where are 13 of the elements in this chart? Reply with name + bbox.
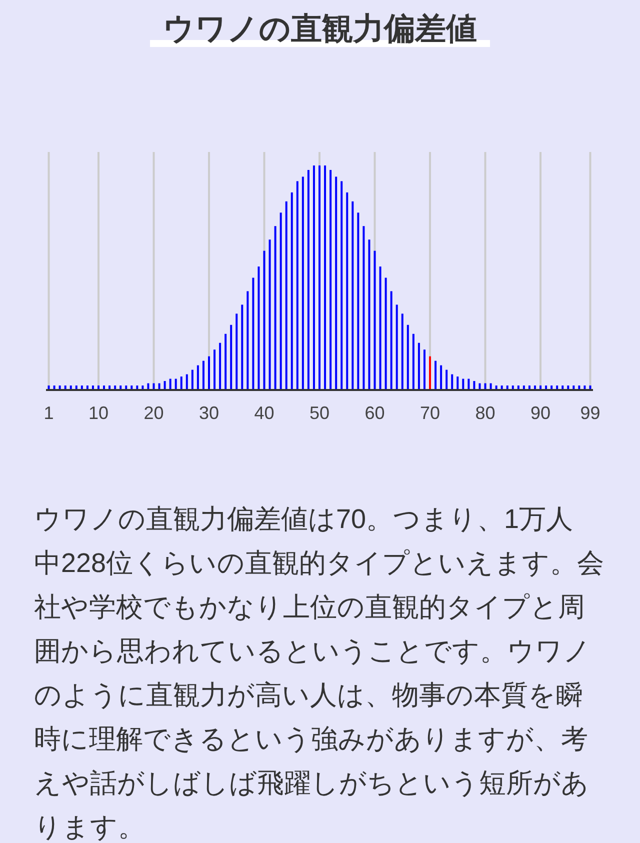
x-tick-label: 90 bbox=[530, 403, 551, 423]
x-tick-label: 60 bbox=[364, 403, 385, 423]
text: ウワノの直観力偏差値は70。つまり、1万人中228位くらいの直観的タイプといえます。会社や学校でもかなり上位の直観的タイプと周囲から思われているということです。ウワノのように直観力が高い人は、物事の本質を瞬時に理解できるという強みがありますが、考えや話がしばしば飛躍しがちという短所があります。 bbox=[34, 503, 606, 843]
x-tick-label: 80 bbox=[475, 403, 496, 423]
x-tick-label: 30 bbox=[198, 403, 220, 423]
x-tick-label: 1 bbox=[44, 403, 54, 423]
x-tick-label: 99 bbox=[580, 403, 600, 423]
x-tick-label: 20 bbox=[144, 403, 164, 423]
x-tick-label: 70 bbox=[420, 403, 440, 423]
chart-title: ウワノの直観力偏差値 bbox=[163, 11, 477, 46]
x-tick-label: 10 bbox=[88, 403, 109, 423]
x-tick-label: 40 bbox=[254, 403, 274, 423]
x-tick-label: 50 bbox=[309, 403, 330, 423]
